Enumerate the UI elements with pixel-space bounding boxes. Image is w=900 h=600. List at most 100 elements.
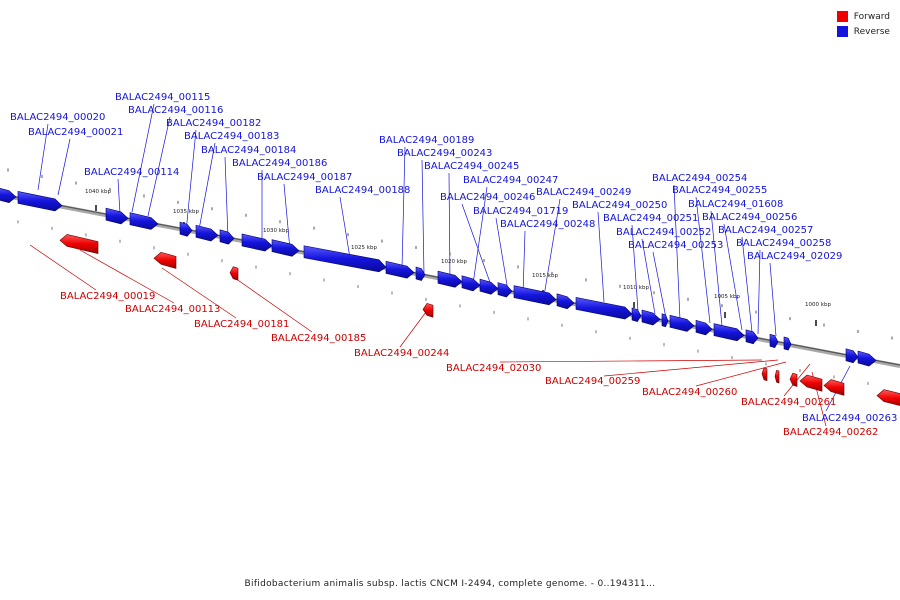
gene-label[interactable]: BALAC2494_00244 [354, 348, 449, 359]
leader-line [741, 236, 753, 333]
gene-label[interactable]: BALAC2494_00189 [379, 135, 474, 146]
gene-label[interactable]: BALAC2494_01719 [473, 206, 568, 217]
gene-label[interactable]: BALAC2494_00250 [572, 200, 667, 211]
gene-rev-26[interactable] [769, 333, 779, 349]
gene-rev-12[interactable] [437, 270, 463, 288]
gene-label[interactable]: BALAC2494_00253 [628, 240, 723, 251]
leader-line [224, 156, 229, 239]
gene-rev-20[interactable] [641, 309, 661, 326]
gene-fwd-6[interactable] [789, 372, 798, 387]
gene-rev-8[interactable] [271, 239, 300, 257]
gene-label[interactable]: BALAC2494_00248 [500, 219, 595, 230]
gene-fwd-1[interactable] [153, 251, 177, 269]
gene-label[interactable]: BALAC2494_00263 [802, 413, 897, 424]
gene-rev-18[interactable] [575, 297, 633, 320]
gene-rev-1[interactable] [17, 191, 63, 212]
gene-label[interactable]: BALAC2494_00115 [115, 92, 210, 103]
gene-rev-25[interactable] [745, 329, 759, 345]
scale-label: 1015 kbp [532, 273, 558, 279]
gene-label[interactable]: BALAC2494_00246 [440, 192, 535, 203]
gene-label[interactable]: BALAC2494_00020 [10, 112, 105, 123]
gene-rev-23[interactable] [695, 319, 713, 336]
gene-label[interactable]: BALAC2494_01608 [688, 199, 783, 210]
gene-rev-21[interactable] [661, 313, 669, 328]
gene-label[interactable]: BALAC2494_00249 [536, 187, 631, 198]
forward-swatch [836, 11, 848, 22]
gene-rev-10[interactable] [385, 260, 415, 279]
scale-label: 1040 kbp [85, 189, 111, 195]
gene-label[interactable]: BALAC2494_00184 [201, 145, 296, 156]
gene-label[interactable]: BALAC2494_00252 [616, 227, 711, 238]
gene-label[interactable]: BALAC2494_00257 [718, 225, 813, 236]
gene-label[interactable]: BALAC2494_00245 [424, 161, 519, 172]
gene-rev-11[interactable] [415, 266, 426, 281]
gene-label[interactable]: BALAC2494_00247 [463, 175, 558, 186]
gene-label[interactable]: BALAC2494_00243 [397, 148, 492, 159]
gene-label[interactable]: BALAC2494_00258 [736, 238, 831, 249]
gene-rev-5[interactable] [195, 224, 219, 242]
gene-rev-17[interactable] [556, 293, 575, 310]
gene-label[interactable]: BALAC2494_00021 [28, 127, 123, 138]
gene-rev-27[interactable] [783, 336, 792, 351]
gene-label[interactable]: BALAC2494_00182 [166, 118, 261, 129]
gene-label[interactable]: BALAC2494_00185 [271, 333, 366, 344]
gene-rev-6[interactable] [219, 229, 235, 245]
gene-label[interactable]: BALAC2494_02029 [747, 251, 842, 262]
gene-rev-28[interactable] [845, 348, 859, 364]
gene-label[interactable]: BALAC2494_00181 [194, 319, 289, 330]
gene-label[interactable]: BALAC2494_00113 [125, 304, 220, 315]
leader-line [543, 198, 561, 297]
gene-rev-29[interactable] [857, 350, 877, 367]
gene-label[interactable]: BALAC2494_00251 [603, 213, 698, 224]
gene-fwd-7[interactable] [799, 374, 823, 392]
leader-line [710, 210, 723, 327]
leader-line [723, 223, 743, 331]
gene-label[interactable]: BALAC2494_00262 [783, 427, 878, 438]
gene-label[interactable]: BALAC2494_00019 [60, 291, 155, 302]
gene-fwd-0[interactable] [59, 234, 99, 254]
gene-fwd-4[interactable] [761, 367, 768, 382]
gene-rev-0[interactable] [0, 187, 17, 203]
gene-label[interactable]: BALAC2494_00261 [741, 397, 836, 408]
gene-rev-15[interactable] [497, 282, 513, 298]
gene-fwd-5[interactable] [774, 369, 780, 384]
gene-rev-7[interactable] [241, 233, 273, 252]
leader-line [641, 238, 656, 315]
gene-label[interactable]: BALAC2494_00187 [257, 172, 352, 183]
gene-rev-4[interactable] [179, 221, 193, 237]
gene-rev-22[interactable] [669, 314, 695, 332]
gene-rev-24[interactable] [713, 323, 745, 342]
gene-label[interactable]: BALAC2494_00183 [184, 131, 279, 142]
leader-line [117, 178, 121, 215]
gene-label[interactable]: BALAC2494_00260 [642, 387, 737, 398]
gene-label[interactable]: BALAC2494_00188 [315, 185, 410, 196]
gene-fwd-2[interactable] [229, 266, 239, 281]
gene-fwd-8[interactable] [823, 379, 845, 396]
leader-line [401, 146, 406, 269]
scale-label: 1020 kbp [441, 259, 467, 265]
gene-fwd-9[interactable] [876, 389, 900, 408]
gene-label[interactable]: BALAC2494_00114 [84, 167, 179, 178]
gene-rev-13[interactable] [461, 275, 481, 292]
gene-rev-2[interactable] [105, 207, 129, 225]
gene-label[interactable]: BALAC2494_00254 [652, 173, 747, 184]
gene-label[interactable]: BALAC2494_00255 [672, 185, 767, 196]
legend-reverse: Reverse [836, 24, 890, 39]
gene-rev-19[interactable] [631, 307, 642, 322]
gene-label[interactable]: BALAC2494_00186 [232, 158, 327, 169]
gene-rev-16[interactable] [513, 285, 557, 306]
gene-fwd-3[interactable] [422, 303, 434, 318]
gene-label[interactable]: BALAC2494_00256 [702, 212, 797, 223]
leader-line [29, 244, 97, 291]
leader-line [495, 217, 509, 292]
scale-label: 1025 kbp [351, 245, 377, 251]
gene-label[interactable]: BALAC2494_00259 [545, 376, 640, 387]
gene-label[interactable]: BALAC2494_00116 [128, 105, 223, 116]
gene-rev-3[interactable] [129, 212, 159, 230]
gene-rev-9[interactable] [303, 245, 387, 273]
leader-line [461, 203, 493, 289]
leader-line [652, 251, 667, 319]
gene-rev-14[interactable] [479, 278, 499, 295]
gene-label[interactable]: BALAC2494_02030 [446, 363, 541, 374]
scale-label: 1035 kbp [173, 209, 199, 215]
